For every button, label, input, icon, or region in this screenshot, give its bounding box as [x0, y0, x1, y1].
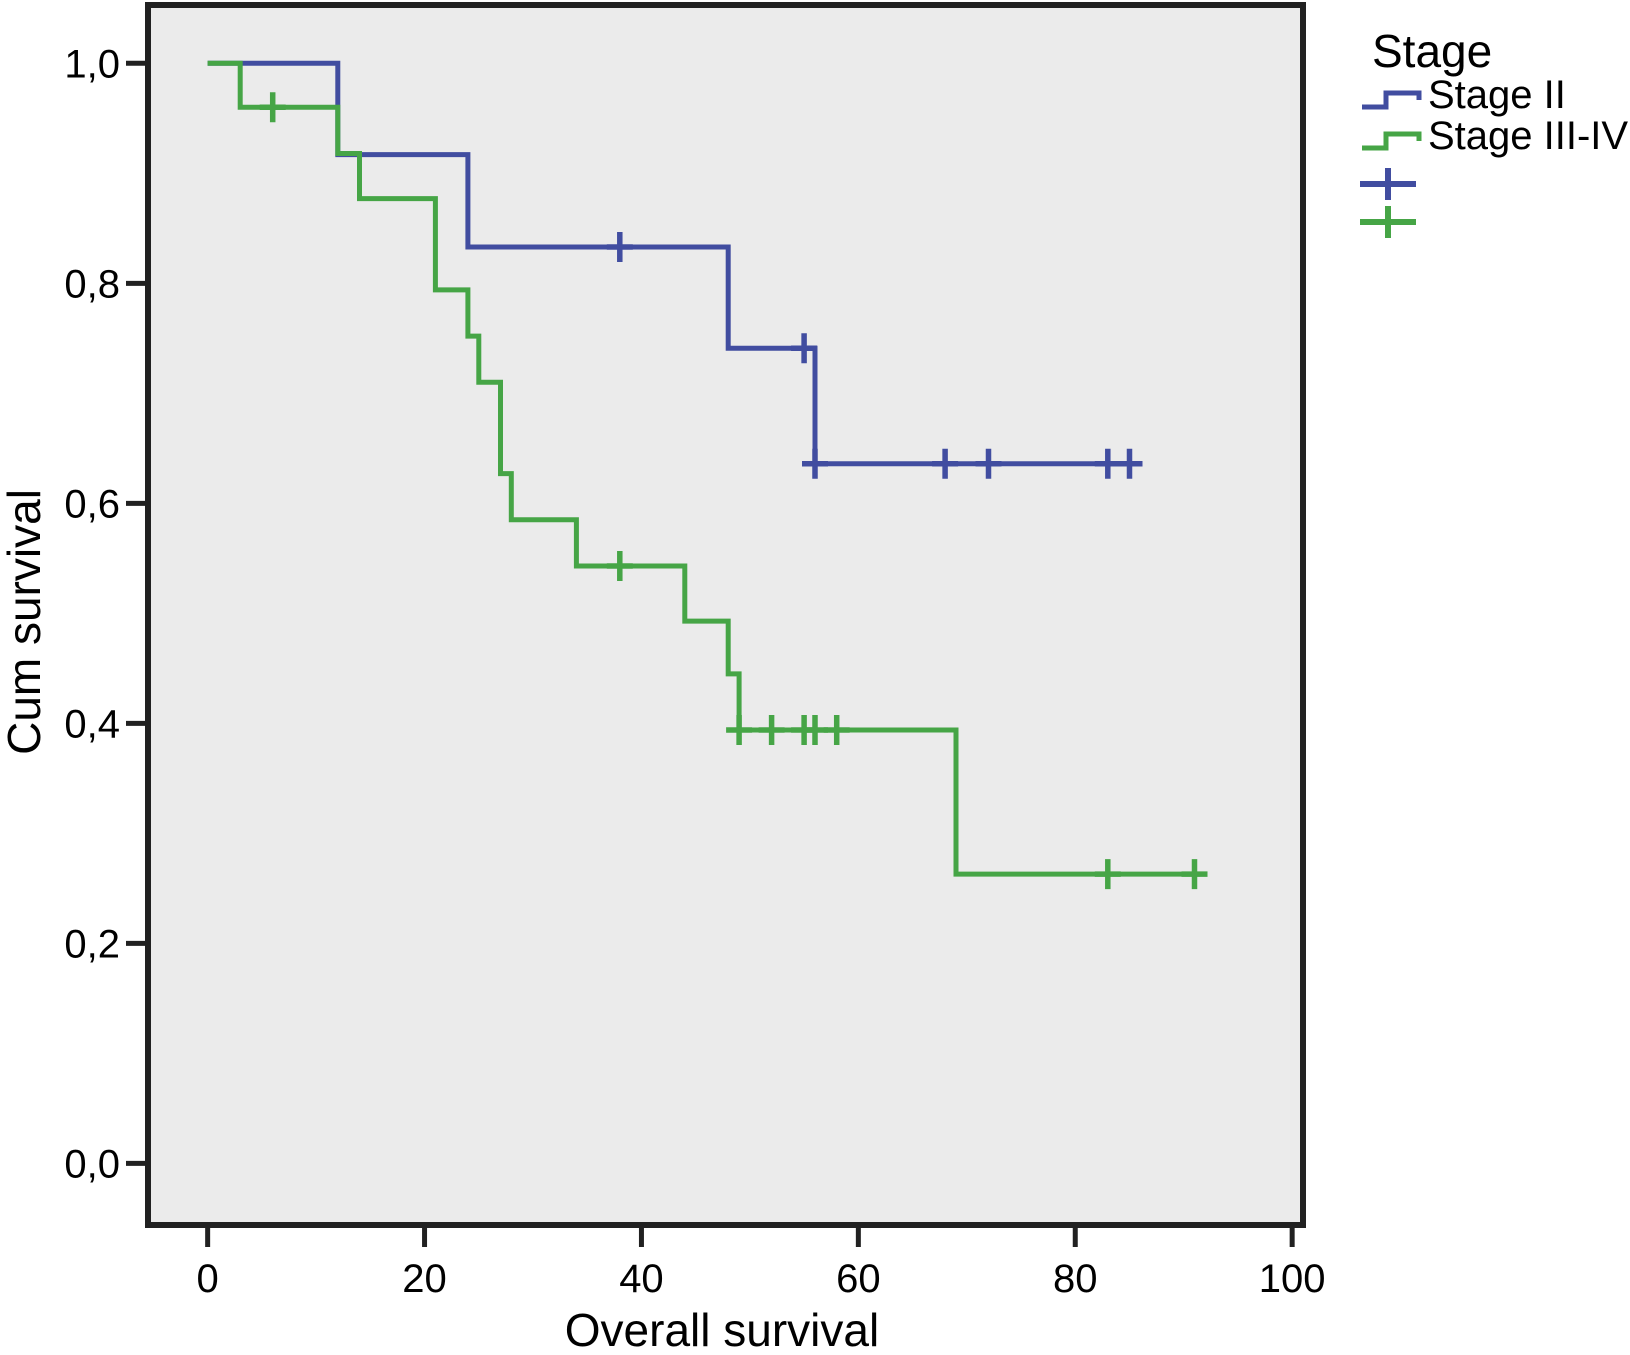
step-line-icon: [1362, 131, 1422, 151]
survival-curves: [207, 60, 1208, 890]
legend-item-label: Stage III-IV: [1428, 114, 1628, 158]
censor-plus-icon: [791, 333, 818, 364]
censor-plus-icon: [259, 92, 286, 123]
y-axis-title: Cum survival: [0, 489, 50, 755]
censor-plus-icon: [606, 232, 633, 262]
plot-frame: [145, 2, 1306, 1228]
y-tick-label: 0,4: [64, 702, 120, 746]
censor-plus-icon: [802, 448, 828, 479]
legend-item-stage-iii-iv: Stage III-IV: [1362, 114, 1628, 158]
censor-marks-stage-iii-iv: [259, 92, 1208, 890]
legend-item-stage-ii: Stage II: [1362, 73, 1566, 117]
x-tick-label: 100: [1259, 1257, 1326, 1301]
censor-plus-icon: [1360, 206, 1416, 238]
plot-area: [148, 5, 1303, 1225]
censor-plus-icon: [802, 715, 828, 745]
censor-plus-icon: [606, 551, 633, 581]
censor-marks-stage-ii: [606, 232, 1143, 479]
censor-plus-icon: [1181, 859, 1208, 890]
x-tick-label: 0: [197, 1257, 219, 1301]
y-axis: 0,0 0,2 0,4 0,6 0,8 1,0: [64, 42, 148, 1186]
censor-plus-icon: [758, 715, 785, 745]
censor-plus-icon: [1360, 168, 1416, 200]
y-tick-label: 0,8: [64, 262, 120, 306]
x-axis: 0 20 40 60 80 100: [197, 1225, 1326, 1301]
y-tick-label: 0,2: [64, 922, 120, 966]
x-tick-label: 60: [836, 1257, 881, 1301]
legend-item-label: Stage II: [1428, 73, 1566, 117]
censor-plus-icon: [1094, 859, 1121, 890]
step-line-icon: [1362, 90, 1422, 110]
x-tick-label: 40: [619, 1257, 664, 1301]
censor-plus-icon: [975, 448, 1002, 479]
y-tick-label: 0,6: [64, 482, 120, 526]
y-tick-label: 1,0: [64, 42, 120, 86]
km-curve-stage-iii-iv: [207, 60, 1200, 877]
legend-item-censored-stage-ii: [1360, 168, 1416, 200]
legend: Stage Stage II Stage III-IV: [1360, 25, 1628, 238]
legend-item-censored-stage-iii-iv: [1360, 206, 1416, 238]
censor-plus-icon: [1116, 448, 1143, 479]
x-axis-title: Overall survival: [565, 1304, 879, 1355]
censor-plus-icon: [932, 448, 959, 479]
censor-plus-icon: [726, 715, 753, 745]
censor-plus-icon: [1094, 448, 1121, 479]
y-tick-label: 0,0: [64, 1142, 120, 1186]
x-tick-label: 20: [402, 1257, 447, 1301]
x-tick-label: 80: [1053, 1257, 1098, 1301]
censor-plus-icon: [823, 715, 850, 745]
legend-title: Stage: [1372, 25, 1492, 77]
